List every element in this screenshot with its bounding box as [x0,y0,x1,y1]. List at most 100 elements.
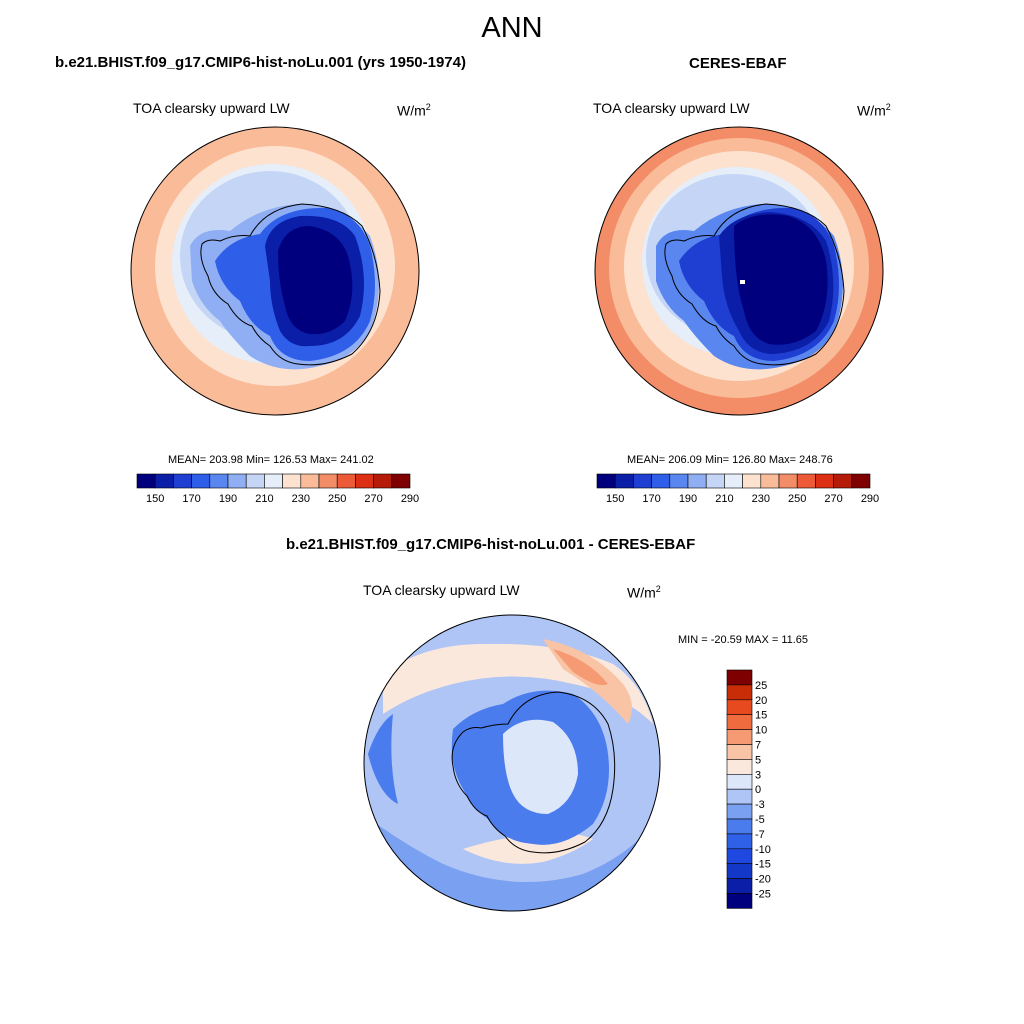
colorbar-tick-label: -5 [755,814,765,826]
colorbar-tick-label: 15 [755,710,767,722]
diff-panel-variable-label: TOA clearsky upward LW [363,582,520,598]
colorbar-cell [173,473,192,489]
colorbar-tick-label: 250 [328,493,346,505]
colorbar-cell [209,473,229,489]
colorbar-tick-label: 150 [606,493,624,505]
colorbar-tick-label: 210 [715,493,733,505]
colorbar-tick-label: 210 [255,493,273,505]
antarctica-plateau-core [278,226,353,335]
diff-panel-title: b.e21.BHIST.f09_g17.CMIP6-hist-noLu.001 … [286,536,696,553]
colorbar-cell [336,473,356,489]
colorbar-cell [318,473,338,489]
panel-1-title: b.e21.BHIST.f09_g17.CMIP6-hist-noLu.001 … [55,54,466,71]
colorbar-cell [724,473,743,489]
colorbar-cell [726,863,753,879]
colorbar-cell [282,473,302,489]
antarctica-coastline [200,203,381,366]
diff-colorbar: 25 20 15 10 7 5 3 0 -3 -5 -7 -10 -15 -20 -25 [726,669,771,909]
colorbar-tick-label: -15 [755,859,771,871]
colorbar-cell [191,473,211,489]
ocean-negative-band-south [364,814,660,911]
missing-data-pixel [740,280,745,284]
colorbar-cell [778,473,798,489]
colorbar-cell [851,473,871,489]
colorbar-tick-label: 290 [401,493,419,505]
colorbar-tick-label: 150 [146,493,164,505]
colorbar-tick-label: -20 [755,874,771,886]
colorbar-tick-label: 270 [824,493,842,505]
panel-1-variable-label: TOA clearsky upward LW [133,100,290,116]
panel-2-variable-label: TOA clearsky upward LW [593,100,750,116]
panel-1-colorbar: 150 170 190 210 230 250 270 290 [136,473,419,505]
colorbar-tick-label: -3 [755,799,765,811]
panel-2-polar-map [594,126,884,416]
panel-2-units: W/m2 [857,102,891,119]
colorbar-tick-label: 230 [292,493,310,505]
colorbar-cell [726,818,753,835]
colorbar-cell [815,473,834,489]
colorbar-cell [264,473,283,489]
colorbar-cell [245,473,265,489]
colorbar-cell [705,473,725,489]
ocean-positive-core-ne [553,649,608,686]
colorbar-cell [833,473,853,489]
antarctica-plateau-neutral [503,719,578,814]
diff-panel-units: W/m2 [627,584,661,601]
colorbar-cell [726,699,753,715]
colorbar-tick-label: 5 [755,754,761,766]
colorbar-cell [760,473,780,489]
map-boundary [594,126,884,416]
colorbar-tick-label: 250 [788,493,806,505]
colorbar-cell [726,893,753,909]
colorbar-tick-label: 230 [752,493,770,505]
colorbar-tick-label: 270 [364,493,382,505]
panel-2-title: CERES-EBAF [689,55,787,72]
figure-title: ANN [481,12,543,44]
map-boundary [363,614,661,912]
colorbar-cell [669,473,689,489]
colorbar-cell [726,714,753,730]
colorbar-cell [726,669,753,686]
colorbar-cell [154,473,174,489]
colorbar-cell [227,473,247,489]
colorbar-cell [355,473,374,489]
colorbar-cell [687,473,707,489]
ocean-negative-patch-west [368,714,398,804]
colorbar-tick-label: -7 [755,829,765,841]
colorbar-cell [726,788,753,805]
antarctica-coastline [664,203,845,366]
antarctica-plateau-core [734,214,828,345]
colorbar-tick-label: 170 [642,493,660,505]
colorbar-cell [651,473,671,489]
colorbar-tick-label: -10 [755,844,771,856]
colorbar-cell [633,473,652,489]
colorbar-cell [136,473,156,489]
colorbar-cell [726,878,753,894]
colorbar-tick-label: 170 [182,493,200,505]
colorbar-cell [726,848,753,865]
diff-panel-stats: MIN = -20.59 MAX = 11.65 [678,634,809,646]
panel-1-polar-map [130,126,420,416]
antarctica-coastline [451,691,616,854]
colorbar-tick-label: 20 [755,695,767,707]
colorbar-tick-label: 290 [861,493,879,505]
colorbar-tick-label: 3 [755,769,761,781]
colorbar-cell [726,803,753,820]
colorbar-cell [726,744,753,760]
colorbar-tick-label: 190 [219,493,237,505]
colorbar-cell [726,684,753,701]
colorbar-cell [726,759,753,775]
colorbar-cell [596,473,616,489]
colorbar-cell [796,473,816,489]
colorbar-tick-label: 7 [755,740,761,752]
panel-2-stats: MEAN= 206.09 Min= 126.80 Max= 248.76 [627,454,833,466]
colorbar-tick-label: 190 [679,493,697,505]
diff-panel-polar-map [363,614,661,912]
colorbar-cell [726,833,753,850]
panel-1-stats: MEAN= 203.98 Min= 126.53 Max= 241.02 [168,454,374,466]
colorbar-cell [614,473,634,489]
colorbar-cell [373,473,393,489]
map-boundary [130,126,420,416]
colorbar-cell [726,729,753,745]
colorbar-cell [300,473,320,489]
